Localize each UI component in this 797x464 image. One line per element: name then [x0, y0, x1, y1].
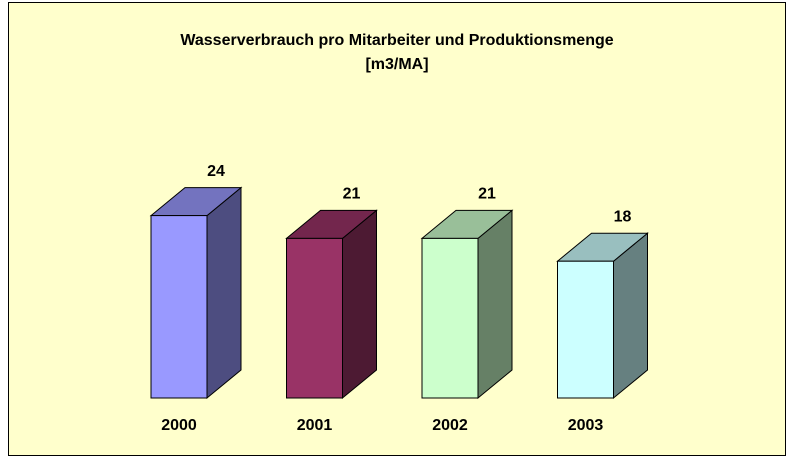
- x-tick-label: 2003: [568, 417, 604, 434]
- data-label: 18: [614, 208, 632, 225]
- bar-front: [421, 237, 479, 399]
- chart-area: [8, 2, 786, 456]
- bar-front: [557, 260, 614, 399]
- bar: [420, 209, 514, 400]
- bar-front: [150, 215, 208, 399]
- bar: [285, 209, 378, 400]
- x-tick-label: 2002: [432, 417, 468, 434]
- chart-subtitle: [m3/MA]: [365, 56, 428, 73]
- x-tick-label: 2000: [161, 417, 197, 434]
- bar-side: [477, 209, 513, 400]
- bar: [556, 232, 649, 400]
- data-label: 21: [343, 186, 361, 203]
- bar-side: [342, 209, 377, 400]
- bar-side: [206, 186, 242, 400]
- x-tick-label: 2001: [297, 417, 333, 434]
- chart-title: Wasserverbrauch pro Mitarbeiter und Prod…: [180, 32, 613, 49]
- bar-side: [613, 232, 648, 400]
- bar: [149, 186, 243, 400]
- bar-front: [286, 237, 343, 399]
- data-label: 24: [207, 163, 225, 180]
- data-label: 21: [478, 186, 496, 203]
